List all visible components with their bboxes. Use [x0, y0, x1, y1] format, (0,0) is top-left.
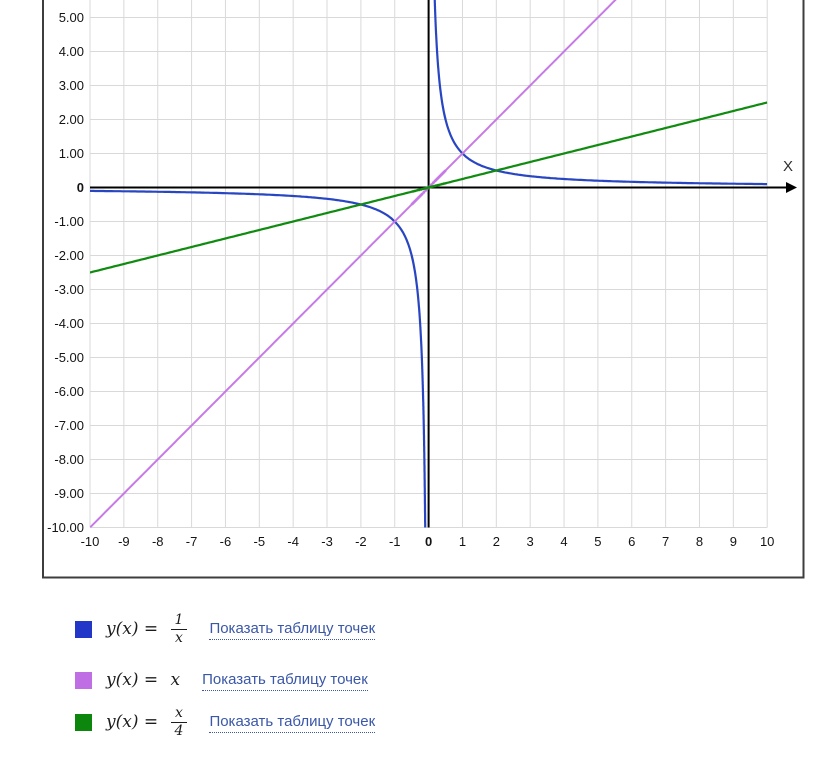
y-tick-label: -2.00 — [54, 247, 84, 263]
x-tick-label: 1 — [458, 534, 467, 549]
curves — [90, 0, 768, 528]
fraction-denominator: 4 — [170, 721, 188, 740]
y-tick-label: -6.00 — [54, 383, 84, 399]
show-points-table-link[interactable]: Показать таблицу точек — [209, 619, 376, 640]
series-color-swatch — [75, 620, 92, 638]
y-tick-label: 3.00 — [58, 77, 84, 93]
y-tick-label: -9.00 — [54, 485, 84, 501]
formula-lhs: y(x) = — [106, 670, 164, 690]
series-color-swatch — [75, 671, 92, 689]
x-tick-label: 2 — [492, 534, 500, 549]
x-tick-label: 7 — [661, 534, 670, 549]
series-color-swatch — [75, 713, 92, 731]
fraction-denominator: x — [171, 628, 187, 647]
y-tick-label: 2.00 — [58, 111, 84, 127]
x-tick-label: -8 — [151, 534, 164, 549]
x-tick-label: 0 — [424, 534, 433, 549]
show-points-table-link[interactable]: Показать таблицу точек — [209, 712, 376, 733]
x-axis-arrowhead — [786, 182, 797, 193]
x-tick-label: 9 — [729, 534, 737, 549]
y-tick-label: -7.00 — [54, 417, 84, 433]
show-points-table-link[interactable]: Показать таблицу точек — [202, 670, 368, 691]
y-tick-label: -8.00 — [54, 451, 84, 467]
y-tick-label: -3.00 — [54, 281, 84, 297]
formula-lhs: y(x) = — [106, 619, 164, 639]
fraction-numerator: x — [175, 704, 183, 721]
y-tick-label: -4.00 — [54, 315, 84, 331]
y-tick-label: 4.00 — [58, 43, 84, 59]
x-tick-label: -3 — [321, 534, 333, 549]
curve-x-over-4 — [90, 101, 768, 274]
x-tick-label: 4 — [560, 534, 568, 549]
series-formula: y(x) = x — [106, 670, 180, 690]
x-axis-label: X — [782, 158, 793, 175]
x-tick-label: 8 — [695, 534, 704, 549]
formula-rhs: x — [170, 670, 181, 690]
formula-lhs: y(x) = — [106, 712, 164, 732]
y-tick-label: 0 — [76, 179, 84, 195]
y-tick-label: -10.00 — [47, 519, 84, 535]
fraction-numerator: 1 — [174, 611, 184, 628]
y-tick-label: -1.00 — [54, 213, 84, 229]
x-tick-label: -2 — [355, 534, 367, 549]
y-tick-label: -5.00 — [54, 349, 84, 365]
x-tick-label: -10 — [80, 534, 100, 549]
x-tick-label: -6 — [219, 534, 232, 549]
x-tick-label: -5 — [253, 534, 266, 549]
x-tick-label: -7 — [185, 534, 198, 549]
x-tick-label: -9 — [118, 534, 130, 549]
x-tick-label: -1 — [388, 534, 401, 549]
x-tick-label: 3 — [526, 534, 534, 549]
x-tick-label: 5 — [594, 534, 602, 549]
y-tick-label: 1.00 — [58, 145, 84, 161]
y-tick-label: 5.00 — [58, 9, 84, 25]
x-tick-label: -4 — [287, 534, 299, 549]
x-tick-label: 10 — [759, 534, 775, 549]
legend-item: y(x) = x Показать таблицу точек — [75, 664, 368, 696]
curve-1-over-x — [90, 0, 768, 528]
x-tick-label: 6 — [628, 534, 636, 549]
function-plot — [42, 0, 805, 579]
